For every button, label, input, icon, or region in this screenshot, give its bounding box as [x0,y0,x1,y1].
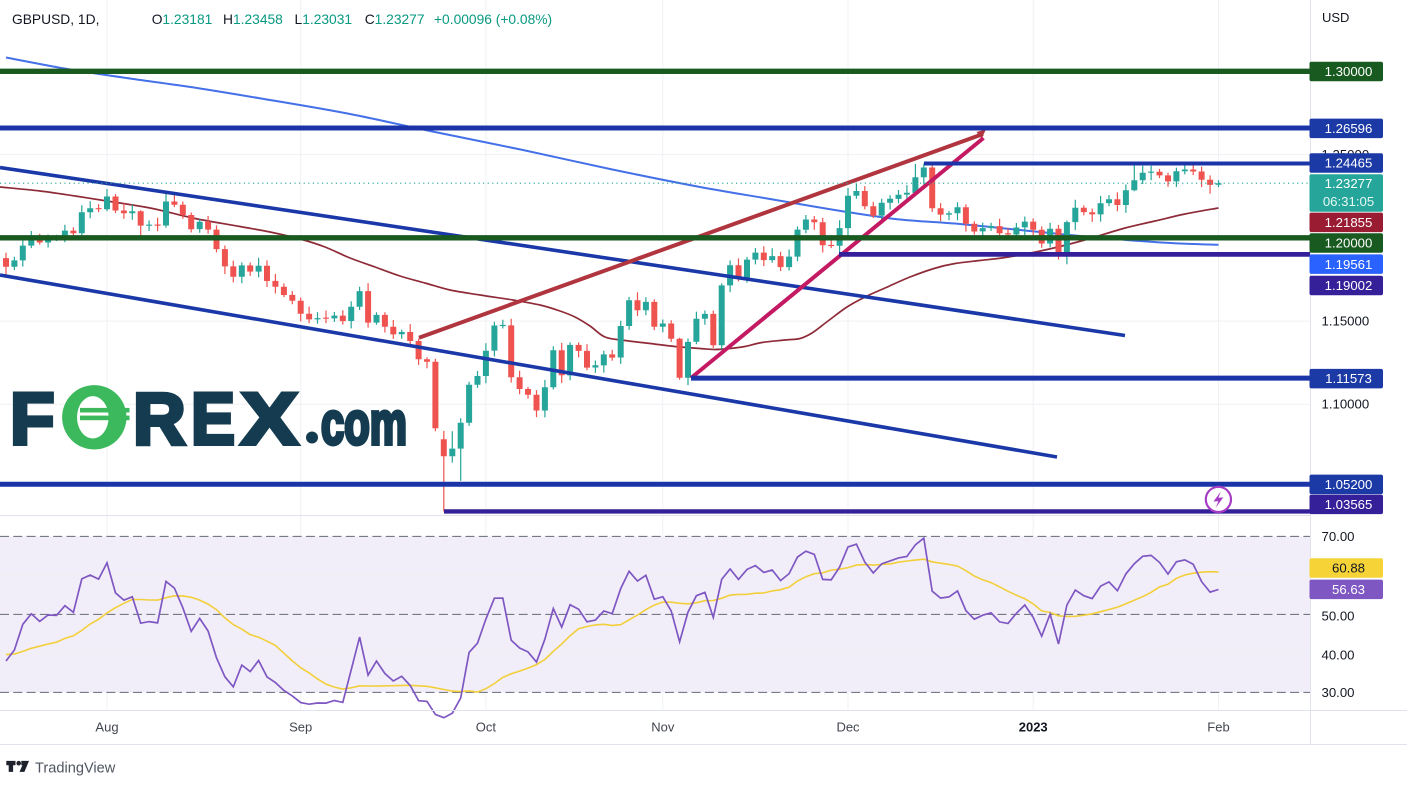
svg-text:F: F [10,379,55,460]
svg-text:TradingView: TradingView [35,761,116,777]
svg-text:Oct: Oct [476,720,497,735]
svg-text:Feb: Feb [1207,720,1229,735]
svg-text:1.03565: 1.03565 [1325,497,1373,512]
svg-text:30.00: 30.00 [1322,685,1355,700]
svg-text:GBPUSD, 1D,: GBPUSD, 1D, [12,12,99,27]
svg-text:06:31:05: 06:31:05 [1323,194,1374,209]
svg-text:Dec: Dec [836,720,860,735]
svg-text:Nov: Nov [651,720,675,735]
svg-text:1.05200: 1.05200 [1325,477,1373,492]
svg-text:1.21855: 1.21855 [1325,215,1373,230]
svg-text:com: com [321,390,407,457]
svg-text:Sep: Sep [289,720,312,735]
svg-text:Aug: Aug [95,720,118,735]
svg-text:56.63: 56.63 [1332,582,1365,597]
svg-text:1.23277: 1.23277 [1325,176,1373,191]
svg-text:2023: 2023 [1019,720,1048,735]
svg-text:50.00: 50.00 [1322,608,1355,623]
svg-text:USD: USD [1322,10,1349,25]
svg-text:X: X [241,379,298,460]
svg-text:R: R [133,379,186,460]
svg-text:1.26596: 1.26596 [1325,121,1373,136]
svg-text:E: E [191,379,235,460]
svg-text:70.00: 70.00 [1322,529,1355,544]
svg-text:1.24465: 1.24465 [1325,156,1373,171]
svg-text:60.88: 60.88 [1332,561,1365,576]
svg-text:1.20000: 1.20000 [1325,236,1373,251]
svg-text:1.11573: 1.11573 [1325,371,1372,386]
svg-text:1.10000: 1.10000 [1322,397,1370,412]
svg-text:1.19561: 1.19561 [1325,257,1373,272]
svg-text:40.00: 40.00 [1322,647,1355,662]
svg-text:1.30000: 1.30000 [1325,64,1373,79]
svg-text:1.19002: 1.19002 [1325,278,1373,293]
svg-text:1.15000: 1.15000 [1322,314,1370,329]
